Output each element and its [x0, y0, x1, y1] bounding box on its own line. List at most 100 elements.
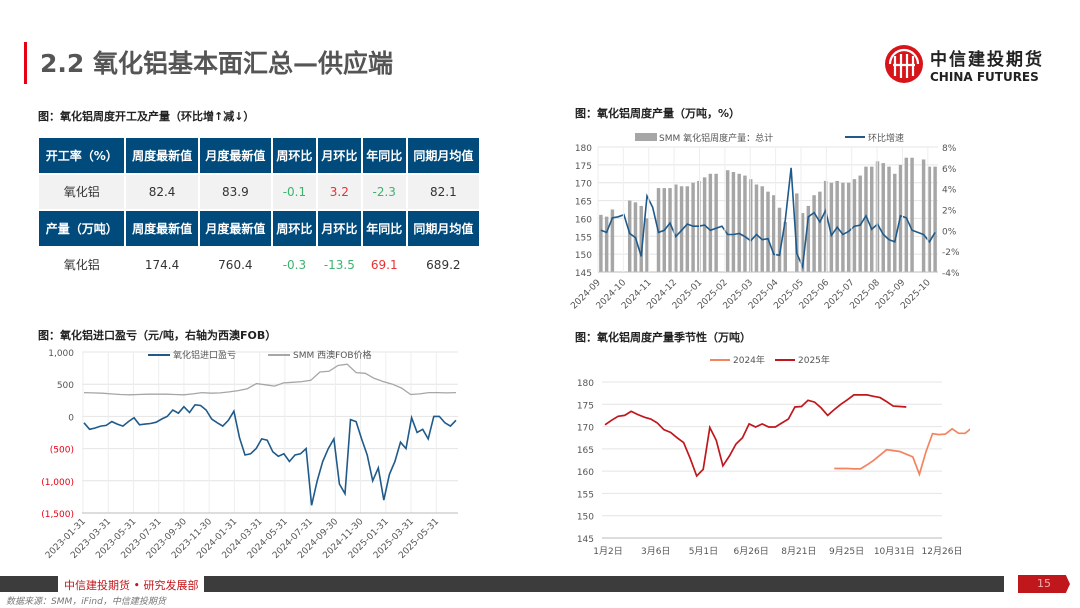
- table-header-cell: 同期月均值: [405, 209, 482, 248]
- table-cell: 氧化铝: [36, 172, 127, 211]
- logo-en: CHINA FUTURES: [930, 69, 1039, 84]
- x-tick-label: 1月2日: [593, 546, 622, 557]
- y-tick-label: 180: [575, 144, 592, 154]
- footer-bar-left: [0, 576, 58, 592]
- bar: [846, 182, 851, 272]
- legend-label: 2024年: [733, 354, 765, 366]
- y-tick-label: 155: [575, 233, 592, 243]
- bar: [893, 173, 897, 272]
- table-header-cell: 开工率（%）: [36, 136, 127, 175]
- bar: [627, 200, 632, 272]
- bar: [904, 157, 909, 272]
- footer-bar: [204, 576, 1004, 592]
- chart-weekly-title: 图：氧化铝周度产量（万吨，%）: [575, 107, 741, 120]
- company-logo: 中信建投期货 CHINA FUTURES: [884, 44, 1044, 84]
- y-tick-label: 155: [577, 490, 594, 500]
- table-header-cell: 月环比: [315, 136, 363, 175]
- table-cell: 氧化铝: [36, 245, 127, 284]
- bar: [927, 166, 932, 272]
- citic-logo-icon: [885, 45, 923, 83]
- bar: [708, 173, 713, 272]
- table-cell: 689.2: [405, 245, 482, 284]
- y-tick-label: 175: [575, 162, 592, 172]
- table-cell: 174.4: [124, 245, 200, 284]
- bar: [772, 195, 776, 272]
- seasonal-chart: 145 150 155 160 165 170 175 180 1月2日 3月6日 5月1日 6月26…: [577, 354, 970, 557]
- growth-line: [600, 167, 936, 270]
- bar: [691, 182, 695, 272]
- bar: [725, 170, 730, 272]
- bar: [800, 213, 805, 272]
- y-tick-label: (500): [50, 446, 74, 456]
- bar: [812, 195, 816, 272]
- title-accent-bar: [24, 42, 27, 84]
- x-tick-label: 3月6日: [641, 546, 670, 557]
- page-title: 2.2 氧化铝基本面汇总—供应端: [40, 49, 393, 78]
- import-profit-chart: (1,500)(1,000)(500)05001,0002023-01-3120…: [41, 349, 458, 561]
- y-tick-label: (1,500): [41, 510, 74, 520]
- y-tick-label: 1,000: [48, 349, 74, 359]
- table-cell: 760.4: [197, 245, 273, 284]
- y2-tick-label: 2%: [942, 207, 957, 217]
- bar: [841, 182, 845, 272]
- table-cell: 82.1: [405, 172, 482, 211]
- table-header-cell: 周环比: [270, 136, 318, 175]
- table-header-cell: 产量（万吨）: [36, 209, 127, 248]
- table-header-cell: 年同比: [360, 209, 408, 248]
- y2-tick-label: -4%: [942, 269, 960, 279]
- chart-seasonal-title: 图：氧化铝周度产量季节性（万吨）: [575, 331, 751, 344]
- table-row: 产量（万吨） 周度最新值 月度最新值 周环比 月环比 年同比 同期月均值: [36, 209, 482, 248]
- bar: [743, 175, 747, 272]
- x-tick-label: 8月21日: [781, 546, 816, 557]
- table-header-cell: 周度最新值: [124, 209, 200, 248]
- y-tick-label: 150: [577, 513, 594, 523]
- bar: [881, 163, 885, 272]
- table-caption: 图：氧化铝周度开工及产量（环比增↑减↓）: [38, 110, 255, 123]
- legend-label: SMM 西澳FOB价格: [293, 349, 372, 361]
- table-header-cell: 周度最新值: [124, 136, 200, 175]
- y2-tick-label: 8%: [942, 144, 957, 154]
- table-header-cell: 周环比: [270, 209, 318, 248]
- y-tick-label: 160: [577, 468, 594, 478]
- table-row: 氧化铝 174.4 760.4 -0.3 -13.5 69.1 689.2: [36, 245, 482, 284]
- y-tick-label: 165: [577, 446, 594, 456]
- bar: [806, 205, 811, 272]
- x-tick-label: 12月26日: [922, 546, 963, 557]
- series-line: [604, 394, 907, 478]
- x-tick-label: 10月31日: [874, 546, 915, 557]
- legend-label: SMM 氧化铝周度产量：总计: [659, 132, 773, 144]
- table-cell: 69.1: [360, 245, 408, 284]
- y-tick-label: 500: [57, 381, 74, 391]
- bar: [668, 188, 672, 272]
- y-tick-label: 165: [575, 198, 592, 208]
- page-number: 15: [1018, 575, 1070, 593]
- table-cell: -13.5: [315, 245, 363, 284]
- bar: [604, 216, 609, 272]
- bar: [766, 191, 770, 272]
- bar: [760, 186, 764, 272]
- table-cell: -2.3: [360, 172, 408, 211]
- bar: [933, 166, 937, 272]
- bar: [921, 159, 926, 272]
- legend-label: 氧化铝进口盈亏: [173, 349, 236, 361]
- series-line: [83, 403, 457, 506]
- table-cell: 3.2: [315, 172, 363, 211]
- bar: [870, 166, 874, 272]
- bar: [731, 172, 736, 272]
- table-cell: 82.4: [124, 172, 200, 211]
- y2-tick-label: 4%: [942, 186, 957, 196]
- series-line: [834, 427, 970, 477]
- table-header-cell: 年同比: [360, 136, 408, 175]
- y-tick-label: 175: [577, 401, 594, 411]
- y-tick-label: 0: [68, 413, 74, 423]
- data-source: 数据来源：SMM，iFind，中信建投期货: [6, 597, 166, 607]
- chart-import-title: 图：氧化铝进口盈亏（元/吨，右轴为西澳FOB）: [38, 329, 277, 342]
- x-tick-label: 9月25日: [829, 546, 864, 557]
- bar: [887, 166, 891, 272]
- table-header-cell: 月度最新值: [197, 136, 273, 175]
- y-tick-label: (1,000): [41, 478, 74, 488]
- footer-brand: 中信建投期货 • 研究发展部: [64, 579, 199, 592]
- legend-label: 2025年: [798, 354, 830, 366]
- table-header-cell: 月环比: [315, 209, 363, 248]
- bar: [818, 191, 822, 272]
